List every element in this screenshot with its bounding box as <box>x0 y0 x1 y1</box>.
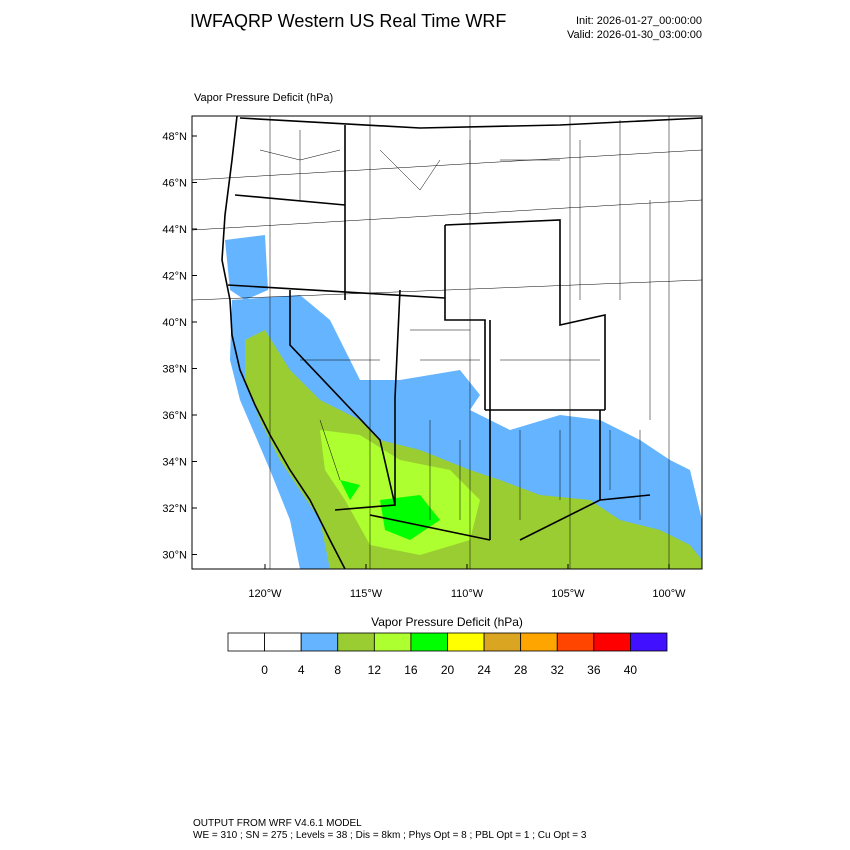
colorbar-box <box>373 632 412 652</box>
lon-label: 110°W <box>451 588 484 600</box>
colorbar-box <box>227 632 265 652</box>
colorbar: 0 4 8 12 16 20 24 28 32 36 40 <box>227 632 668 677</box>
colorbar-box <box>300 632 339 652</box>
title: IWFAQRP Western US Real Time WRF <box>190 11 506 31</box>
footer-line: WE = 310 ; SN = 275 ; Levels = 38 ; Dis … <box>193 830 587 841</box>
colorbar-box <box>520 632 558 652</box>
colorbar-box <box>593 632 631 652</box>
colorbar-box <box>447 632 485 652</box>
lat-label: 34°N <box>162 457 187 469</box>
vpd-16-20 <box>320 430 480 555</box>
colorbar-label: 0 <box>261 663 268 677</box>
colorbar-box <box>337 632 375 652</box>
lat-label: 48°N <box>162 131 187 143</box>
lat-label: 44°N <box>162 224 187 236</box>
lon-label: 100°W <box>652 588 686 600</box>
colorbar-box <box>264 632 302 652</box>
lat-label: 46°N <box>162 178 187 190</box>
colorbar-box <box>556 632 595 652</box>
colorbar-label: 40 <box>624 663 638 677</box>
map <box>192 116 702 569</box>
lat-label: 42°N <box>162 271 187 283</box>
colorbar-title: Vapor Pressure Deficit (hPa) <box>371 615 523 629</box>
colorbar-label: 32 <box>551 663 565 677</box>
colorbar-box <box>410 632 448 652</box>
lat-label: 30°N <box>162 550 187 562</box>
colorbar-box <box>630 632 668 652</box>
colorbar-label: 36 <box>587 663 601 677</box>
map-frame <box>191 115 703 570</box>
colorbar-label: 24 <box>477 663 491 677</box>
colorbar-label: 20 <box>441 663 455 677</box>
lat-label: 40°N <box>162 317 187 329</box>
lon-label: 120°W <box>248 588 282 600</box>
lon-label: 115°W <box>350 588 383 600</box>
colorbar-label: 12 <box>368 663 382 677</box>
panel-title: Vapor Pressure Deficit (hPa) <box>194 92 333 104</box>
footer-line: OUTPUT FROM WRF V4.6.1 MODEL <box>193 818 362 829</box>
lat-label: 32°N <box>162 503 187 515</box>
colorbar-label: 4 <box>298 663 305 677</box>
colorbar-label: 16 <box>404 663 418 677</box>
colorbar-box <box>483 632 522 652</box>
colorbar-label: 8 <box>334 663 341 677</box>
lat-label: 38°N <box>162 364 187 376</box>
init-time: Init: 2026-01-27_00:00:00 <box>576 15 702 27</box>
lat-label: 36°N <box>162 410 187 422</box>
colorbar-label: 28 <box>514 663 528 677</box>
lon-label: 105°W <box>551 588 585 600</box>
valid-time: Valid: 2026-01-30_03:00:00 <box>567 29 702 41</box>
